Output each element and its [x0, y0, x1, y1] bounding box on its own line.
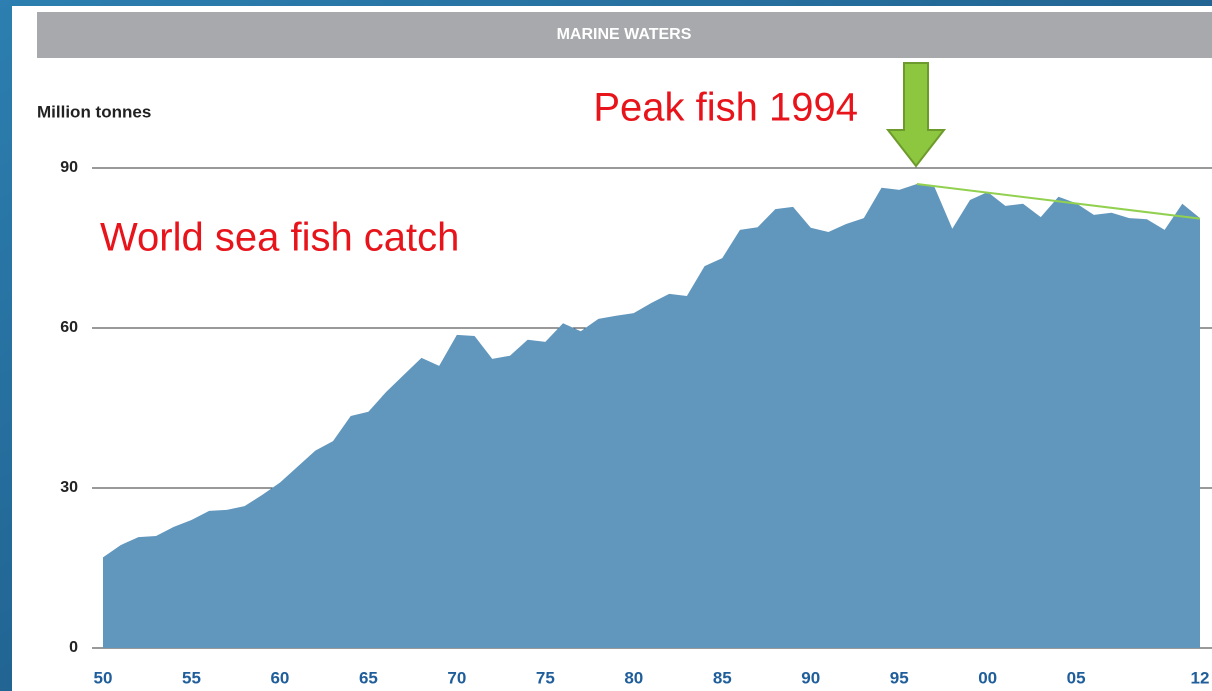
- x-tick-label: 65: [359, 668, 378, 687]
- y-tick-label: 0: [69, 639, 78, 656]
- annotation: Peak fish 1994: [593, 86, 858, 130]
- x-tick-label: 12: [1191, 668, 1210, 687]
- chart-title: MARINE WATERS: [557, 26, 692, 43]
- x-tick-label: 05: [1067, 668, 1086, 687]
- annotation: World sea fish catch: [100, 216, 459, 260]
- area: [103, 184, 1200, 648]
- x-tick-label: 50: [94, 668, 113, 687]
- x-tick-label: 90: [801, 668, 820, 687]
- x-tick-label: 00: [978, 668, 997, 687]
- arrow: [885, 62, 947, 168]
- y-axis-label: Million tonnes: [37, 102, 151, 121]
- header-bar: [37, 12, 1212, 58]
- x-tick-label: 85: [713, 668, 732, 687]
- x-tick-label: 55: [182, 668, 201, 687]
- x-tick-label: 60: [270, 668, 289, 687]
- x-tick-label: 70: [447, 668, 466, 687]
- y-tick-label: 60: [60, 319, 78, 336]
- x-tick-label: 95: [890, 668, 909, 687]
- plot: 0 30 60 90 50 55 60 65 70 75 80 85 90 95 00 05 12: [60, 159, 1212, 687]
- y-tick-label: 90: [60, 159, 78, 176]
- x-tick-label: 80: [624, 668, 643, 687]
- x-tick-label: 75: [536, 668, 555, 687]
- trend-line: [916, 183, 1201, 220]
- y-tick-label: 30: [60, 479, 78, 496]
